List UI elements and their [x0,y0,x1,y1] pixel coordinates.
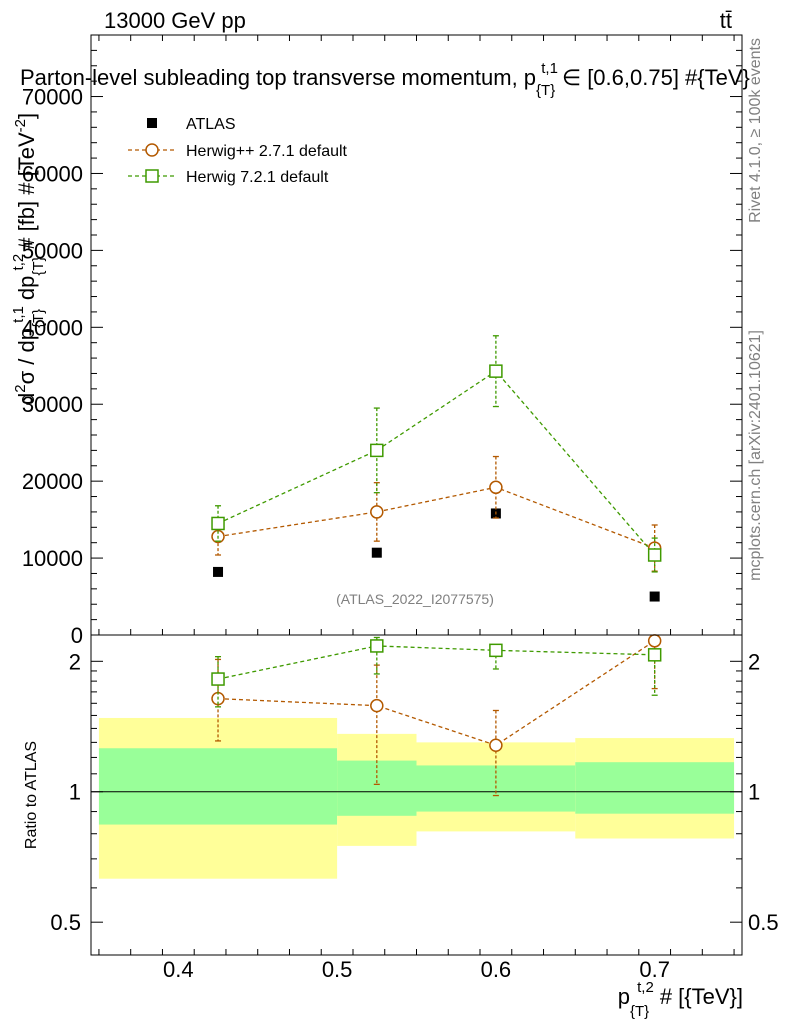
ratio-herwig7-point [647,648,662,662]
herwig7-point [647,548,662,562]
ratio-herwigpp-point [489,738,503,753]
title-sup: t,1 [541,60,558,77]
herwigpp-point [489,480,503,495]
series-line-2 [217,370,656,556]
ratio-stat-band [98,748,338,825]
legend-herwig7-marker [145,169,159,183]
ratio-stat-band [575,762,735,814]
main-plot-area [91,35,742,635]
ratio-series-line-0 [217,640,656,747]
xlabel-sub: {T} [630,1003,649,1020]
legend-atlas-marker [147,118,157,128]
atlas-data-point [371,547,382,558]
main-y-tick-label: 60000 [22,161,83,186]
ratio-y-tick-label-right: 0.5 [748,910,779,935]
rivet-version: Rivet 4.1.0, ≥ 100k events [747,38,764,223]
main-y-label: d2σ / dp{T}t,1dp{T}t,2# [fb] # [TeV-2] [10,113,47,405]
beam-label: 13000 GeV pp [104,8,246,33]
atlas-data-point [649,591,660,602]
ratio-y-tick-label: 2 [69,649,81,674]
chart-title: Parton-level subleading top transverse m… [20,60,750,99]
ratio-y-tick-label-right: 1 [748,780,760,805]
mcplots-credit: mcplots.cern.ch [arXiv:2401.10621] [747,330,764,581]
ylabel-b-sup: t,1 [10,306,27,323]
main-panel: 0 10000 20000 30000 40000 50000 60000 70000 (AT… [10,34,750,648]
ratio-herwigpp-point [370,698,384,713]
x-tick-label: 0.6 [481,957,512,982]
main-y-tick-label: 40000 [22,315,83,340]
legend-herwig7-label: Herwig 7.2.1 default [186,169,329,186]
ylabel-e: ] [14,113,39,119]
main-series-group [98,35,735,635]
ylabel-d-sup: -2 [12,119,29,132]
xlabel-sup: t,2 [637,979,654,996]
xlabel-b: # [{TeV}] [660,984,743,1009]
ylabel-a: d [14,393,39,405]
ratio-y-tick-label-right: 2 [748,649,760,674]
ratio-stat-band [337,760,417,816]
main-y-tick-label: 20000 [22,469,83,494]
process-label: tt̄ [720,8,732,33]
ratio-herwig7-point [370,639,384,653]
herwig7-point [211,516,225,531]
ratio-herwigpp-point [647,634,662,648]
ratio-series-group [211,634,662,797]
ratio-axes: 0.5 0.5 1 1 2 2 0.4 0.5 0.6 0.7 [50,649,778,982]
analysis-watermark: (ATLAS_2022_I2077575) [336,591,494,607]
ratio-herwig7-point [489,643,503,658]
legend-herwigpp-marker [145,143,159,157]
atlas-data-point [213,566,224,577]
main-y-tick-label: 0 [71,623,83,648]
ylabel-d: # [fb] # [TeV [14,132,39,250]
legend-herwigpp-label: Herwig++ 2.7.1 default [186,143,348,160]
series-line-1 [217,486,655,549]
main-y-tick-label: 70000 [22,85,83,110]
ratio-y-tick-label: 1 [69,780,81,805]
legend-atlas-label: ATLAS [186,116,236,133]
ylabel-c-sub: {T} [30,256,47,275]
ratio-series-line-1 [217,645,655,680]
ylabel-c: dp [14,276,39,300]
x-tick-label: 0.4 [163,957,194,982]
ylabel-a-sup: 2 [12,384,29,392]
x-tick-label: 0.7 [639,957,670,982]
herwig7-point [489,364,503,378]
main-y-axis: 0 10000 20000 30000 40000 50000 60000 70000 [22,49,742,648]
herwig7-point [370,443,384,458]
ratio-y-label: Ratio to ATLAS [23,741,40,849]
ylabel-c-sup: t,2 [10,254,27,271]
ratio-frame [90,634,743,956]
main-y-tick-label: 10000 [22,546,83,571]
ratio-panel: 0.5 0.5 1 1 2 2 0.4 0.5 0.6 0.7 Ratio to ATLAS p{… [23,634,779,1020]
ylabel-b-sub: {T} [30,309,47,328]
main-y-tick-label: 30000 [22,392,83,417]
ratio-herwig7-point [211,672,225,686]
ratio-y-tick-label: 0.5 [50,910,81,935]
main-y-tick-label: 50000 [22,238,83,263]
x-axis-label: p{T} t,2 # [{TeV}] [618,979,743,1020]
title-sub: {T} [536,82,555,99]
ylabel-b: σ / dp [14,328,39,384]
herwigpp-point [370,505,384,519]
title-suffix: ∈ [0.6,0.75] #{TeV} [562,65,750,90]
title-prefix: Parton-level subleading top transverse m… [20,65,536,90]
x-tick-label: 0.5 [322,957,353,982]
legend: ATLAS Herwig++ 2.7.1 default Herwig 7.2.… [128,116,348,186]
xlabel-a: p [618,984,630,1009]
